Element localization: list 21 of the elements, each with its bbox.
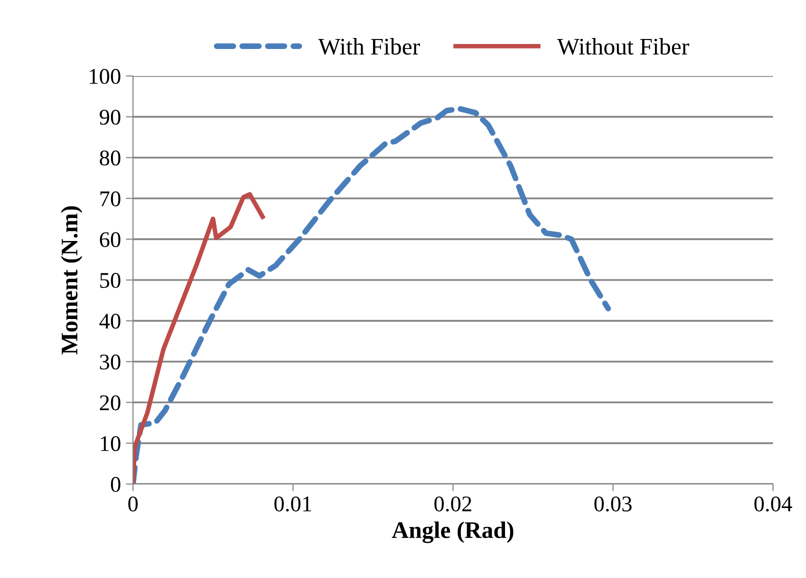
- y-tick-label: 60: [100, 232, 120, 248]
- y-tick-label: 10: [100, 436, 120, 452]
- legend-label: Without Fiber: [557, 38, 690, 55]
- y-tick-label: 90: [100, 110, 120, 125]
- x-tick-label: 0.04: [754, 496, 792, 512]
- x-tick-label: 0.01: [274, 496, 312, 512]
- legend-label: With Fiber: [318, 38, 420, 55]
- y-tick-label: 30: [100, 354, 120, 370]
- y-tick-label: 40: [99, 314, 120, 329]
- x-tick-label: 0.02: [434, 496, 472, 512]
- y-axis-title: Moment (N.m): [60, 206, 82, 354]
- x-tick-label: 0.03: [594, 496, 632, 512]
- x-axis-title: Angle (Rad): [392, 522, 514, 544]
- line-series: [133, 192, 265, 484]
- y-tick-label: 20: [100, 395, 120, 410]
- y-tick-label: 70: [100, 191, 120, 206]
- y-tick-label: 100: [90, 68, 120, 84]
- y-tick-label: 50: [100, 272, 120, 288]
- y-tick-label: 0: [110, 476, 120, 492]
- y-tick-label: 80: [100, 150, 120, 166]
- x-tick-label: 0: [128, 496, 138, 512]
